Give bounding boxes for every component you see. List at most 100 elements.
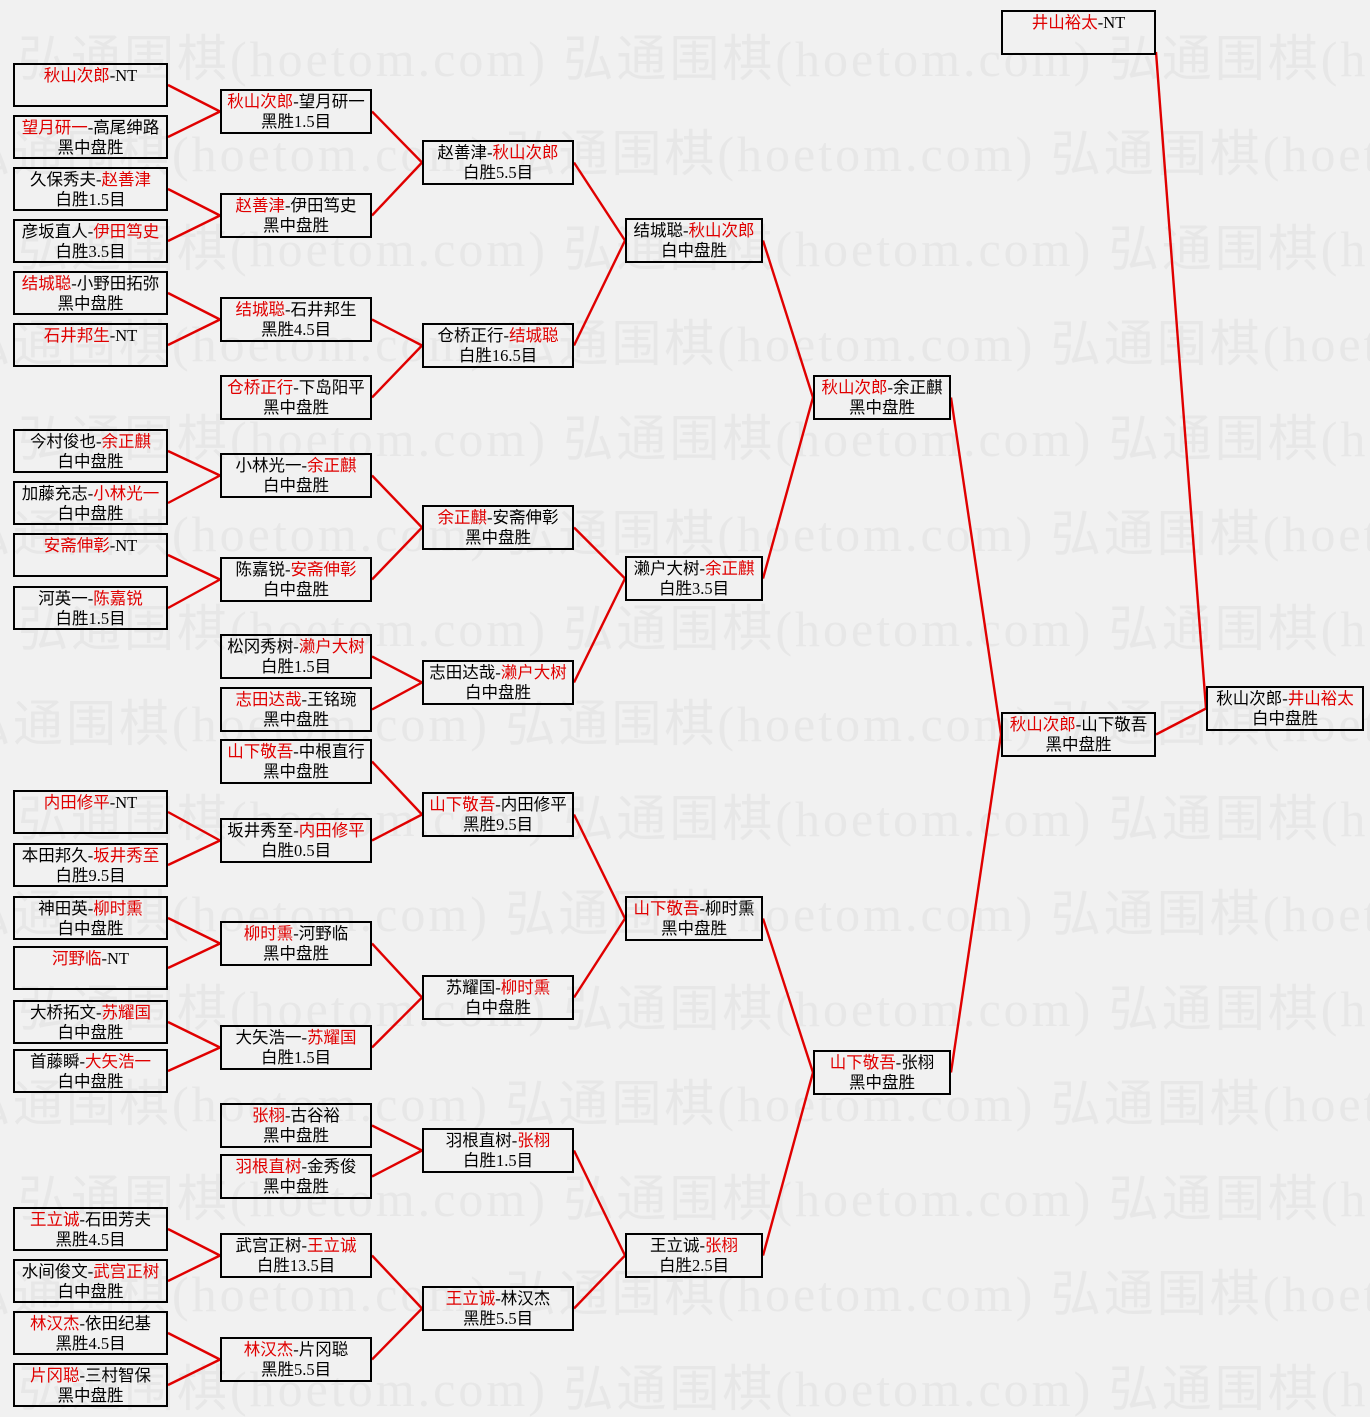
- match-players: 本田邦久-坂井秀至: [15, 846, 166, 866]
- player-name: 安斋伸彰: [290, 560, 357, 579]
- player-name: 今村俊也: [30, 432, 96, 451]
- match-box-r1b8: 加藤充志-小林光一 白中盘胜: [13, 481, 168, 525]
- match-players: 秋山次郎-余正麒: [815, 378, 949, 398]
- player-name: 坂井秀至: [93, 846, 160, 865]
- player-name: 张栩: [705, 1236, 738, 1255]
- match-box-r3b5: 山下敬吾-内田修平 黑胜9.5目: [422, 792, 574, 837]
- connector-line: [167, 110, 221, 139]
- player-name: NT: [107, 949, 129, 968]
- match-result: 黑胜5.5目: [462, 1309, 534, 1328]
- player-name: 古谷裕: [290, 1106, 341, 1125]
- connector-line: [167, 839, 221, 867]
- connector-line: [573, 1254, 626, 1310]
- player-name: 下岛阳平: [298, 378, 365, 397]
- match-result: 白胜3.5目: [55, 242, 126, 261]
- separator: -: [101, 949, 108, 968]
- separator: -: [87, 222, 94, 241]
- player-name: 苏耀国: [101, 1003, 152, 1022]
- match-result: 白胜2.5目: [658, 1256, 730, 1275]
- player-name: 柳时熏: [500, 978, 551, 997]
- separator: -: [87, 1262, 94, 1281]
- player-name: 柳时熏: [705, 899, 755, 918]
- match-players: 志田达哉-王铭琬: [222, 690, 370, 710]
- match-players: 大桥拓文-苏耀国: [15, 1003, 166, 1023]
- connector-line: [167, 474, 221, 505]
- player-name: NT: [1103, 13, 1126, 32]
- connector-line: [572, 1149, 627, 1257]
- match-box-r1b12: 本田邦久-坂井秀至 白胜9.5目: [13, 843, 168, 887]
- player-name: 秋山次郎: [227, 92, 294, 111]
- player-name: 余正麒: [437, 508, 488, 527]
- match-players: 望月研一-高尾绅路: [15, 118, 166, 138]
- player-name: 秋山次郎: [688, 221, 755, 240]
- player-name: 陈嘉锐: [235, 560, 286, 579]
- separator: -: [293, 821, 299, 840]
- connector-line: [167, 318, 221, 347]
- match-result: 白中盘胜: [57, 504, 124, 523]
- player-name: 久保秀夫: [30, 170, 96, 189]
- match-result: 白胜0.5目: [260, 841, 332, 860]
- match-box-r1b4: 彦坂直人-伊田笃史 白胜3.5目: [13, 219, 168, 263]
- match-result: 白胜1.5目: [55, 609, 126, 628]
- separator: -: [301, 690, 308, 709]
- match-players: 秋山次郎-山下敬吾: [1003, 715, 1154, 735]
- separator: -: [699, 899, 706, 918]
- match-result: 白中盘胜: [1252, 709, 1318, 728]
- player-name: 大矢浩一: [85, 1052, 151, 1071]
- match-result: 白中盘胜: [661, 241, 727, 260]
- watermark-text: 弘通围棋(hoetom.com) 弘通围棋(hoetom.com) 弘通围棋(h…: [18, 1171, 1370, 1227]
- match-box-r4b2: 濑户大树-余正麒 白胜3.5目: [625, 556, 763, 601]
- connector-line: [572, 917, 627, 999]
- match-players: 林汉杰-片冈聪: [222, 1340, 370, 1360]
- separator: -: [87, 118, 94, 137]
- player-name: 柳时熏: [243, 924, 294, 943]
- match-players: 坂井秀至-内田修平: [222, 821, 370, 841]
- player-name: 秋山次郎: [1009, 715, 1076, 734]
- watermark-text: 弘通围棋(hoetom.com) 弘通围棋(hoetom.com) 弘通围棋(h…: [18, 411, 1370, 467]
- match-players: 柳时熏-河野临: [222, 924, 370, 944]
- connector-line: [949, 734, 1003, 1073]
- match-players: 志田达哉-濑户大树: [424, 663, 572, 683]
- player-name: 井山裕太: [1287, 689, 1354, 708]
- match-players: 张栩-古谷裕: [222, 1106, 370, 1126]
- match-players: 加藤充志-小林光一: [15, 484, 166, 504]
- connector-line: [371, 942, 423, 999]
- watermark-text: 弘通围棋(hoetom.com) 弘通围棋(hoetom.com) 弘通围棋(h…: [18, 1361, 1370, 1417]
- player-name: 山下敬吾: [829, 1053, 896, 1072]
- separator: -: [285, 300, 291, 319]
- match-box-r7b1: 秋山次郎-井山裕太 白中盘胜: [1206, 686, 1364, 731]
- match-box-r3b8: 王立诚-林汉杰 黑胜5.5目: [422, 1286, 574, 1331]
- player-name: 秋山次郎: [1216, 689, 1283, 708]
- match-box-r2b15: 武宫正树-王立诚 白胜13.5目: [220, 1233, 372, 1278]
- match-players: 秋山次郎-井山裕太: [1208, 689, 1362, 709]
- player-name: 王立诚: [650, 1236, 700, 1255]
- match-box-r1b1: 秋山次郎-NT: [13, 63, 168, 107]
- match-box-r1b3: 久保秀夫-赵善津 白胜1.5目: [13, 167, 168, 211]
- separator: -: [699, 1236, 706, 1255]
- separator: -: [96, 170, 102, 189]
- player-name: 秋山次郎: [492, 143, 559, 162]
- match-result: 白胜3.5目: [658, 579, 730, 598]
- match-result: 白中盘胜: [57, 1282, 124, 1301]
- connector-line: [761, 1072, 815, 1256]
- player-name: 山下敬吾: [227, 742, 294, 761]
- match-players: 仓桥正行-结城聪: [424, 326, 572, 346]
- player-name: 三村智保: [85, 1366, 151, 1385]
- match-players: 井山裕太-NT: [1003, 13, 1154, 33]
- match-box-r3b6: 苏耀国-柳时熏 白中盘胜: [422, 975, 574, 1020]
- player-name: 余正麒: [705, 559, 755, 578]
- match-result: 白中盘胜: [57, 919, 124, 938]
- player-name: 彦坂直人: [21, 222, 88, 241]
- player-name: 王铭琬: [307, 690, 357, 709]
- player-name: 结城聪: [21, 274, 72, 293]
- separator: -: [895, 1053, 902, 1072]
- match-players: 水间俊文-武宫正树: [15, 1262, 166, 1282]
- separator: -: [887, 378, 894, 397]
- connector-line: [371, 344, 423, 399]
- connector-line: [167, 1227, 221, 1257]
- match-box-r1b13: 神田英-柳时熏 白中盘胜: [13, 896, 168, 940]
- match-box-r4b1: 结城聪-秋山次郎 白中盘胜: [625, 218, 763, 263]
- match-players: 山下敬吾-中根直行: [222, 742, 370, 762]
- separator: -: [495, 663, 501, 682]
- separator: -: [495, 978, 501, 997]
